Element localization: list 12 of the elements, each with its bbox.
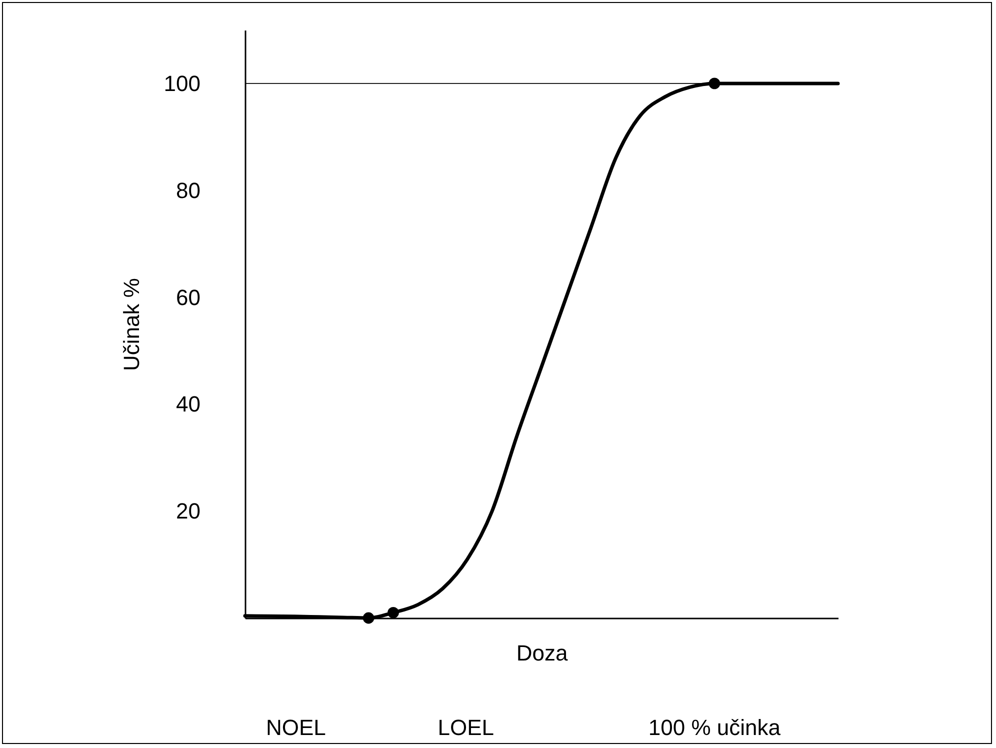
y-axis-title: Učinak % [118, 278, 144, 371]
x-axis-title: Doza [516, 640, 568, 666]
y-tick-label: 20 [176, 498, 200, 524]
y-tick-label: 40 [176, 392, 200, 417]
text: 100 % učinka [648, 715, 782, 740]
text: NOEL [266, 715, 326, 740]
point [362, 612, 374, 624]
point [388, 606, 399, 618]
y-tick-label: 60 [176, 284, 200, 310]
y-tick-label: 100 [164, 70, 200, 96]
text: LOEL [438, 715, 494, 740]
y-tick-label: 80 [176, 178, 200, 203]
